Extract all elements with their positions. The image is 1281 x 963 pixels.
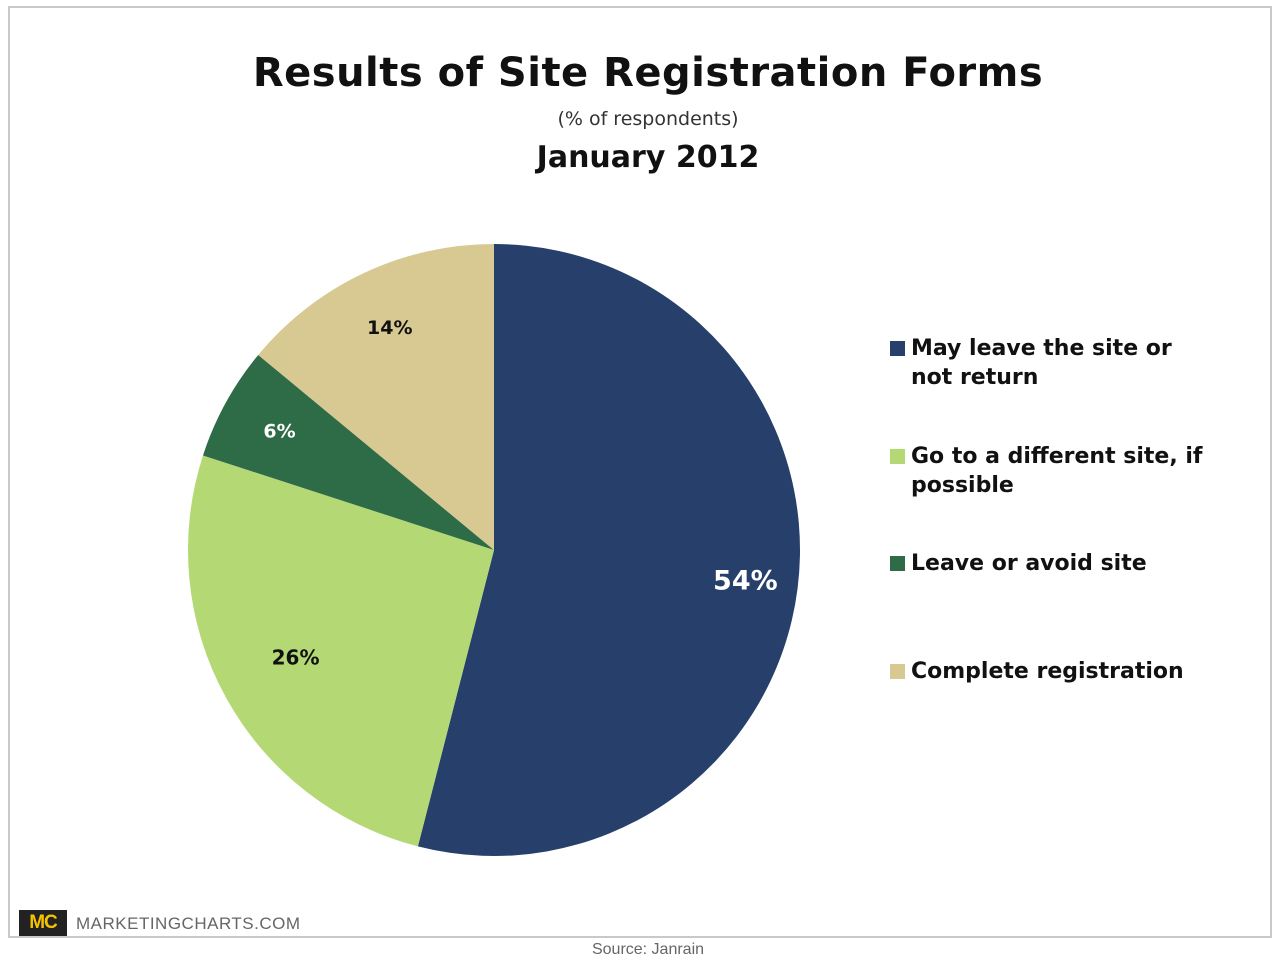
slice-different-site-label: 26% — [272, 646, 320, 670]
legend-label: May leave the site or not return — [911, 336, 1172, 390]
legend-item-complete-registration: Complete registration — [890, 657, 1211, 686]
slice-complete-registration-label: 14% — [367, 317, 412, 339]
marketingcharts-site[interactable]: MARKETINGCHARTS.COM — [76, 914, 301, 933]
chart-date: January 2012 — [536, 140, 760, 175]
slice-different-site — [187, 455, 494, 847]
legend-label: Complete registration — [911, 659, 1184, 684]
legend-swatch — [890, 556, 905, 571]
source-note: Source: Janrain — [591, 941, 705, 958]
legend-swatch — [890, 664, 905, 679]
legend-item-different-site: Go to a different site, if possible — [890, 442, 1211, 500]
marketingcharts-logo: MC — [19, 910, 67, 936]
legend-swatch — [890, 449, 905, 464]
slice-complete-registration — [258, 244, 494, 550]
legend-swatch — [890, 341, 905, 356]
chart-subtitle: (% of respondents) — [557, 108, 739, 130]
slice-may-leave — [417, 244, 801, 856]
slice-leave-avoid — [202, 354, 495, 550]
legend-item-leave-avoid: Leave or avoid site — [890, 549, 1211, 578]
slice-leave-avoid-label: 6% — [263, 421, 295, 443]
chart-title: Results of Site Registration Forms — [252, 50, 1044, 96]
legend-label: Leave or avoid site — [911, 551, 1147, 576]
slice-may-leave-label: 54% — [713, 565, 778, 596]
legend-label: Go to a different site, if possible — [911, 444, 1203, 498]
legend-item-may-leave: May leave the site or not return — [890, 334, 1211, 392]
